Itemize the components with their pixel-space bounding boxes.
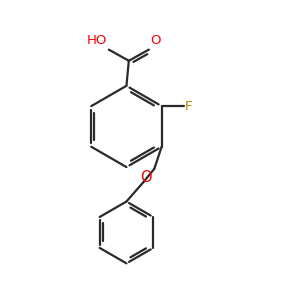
Text: O: O <box>150 34 161 47</box>
Text: F: F <box>185 100 193 112</box>
Text: HO: HO <box>87 34 107 47</box>
Text: O: O <box>140 170 152 185</box>
